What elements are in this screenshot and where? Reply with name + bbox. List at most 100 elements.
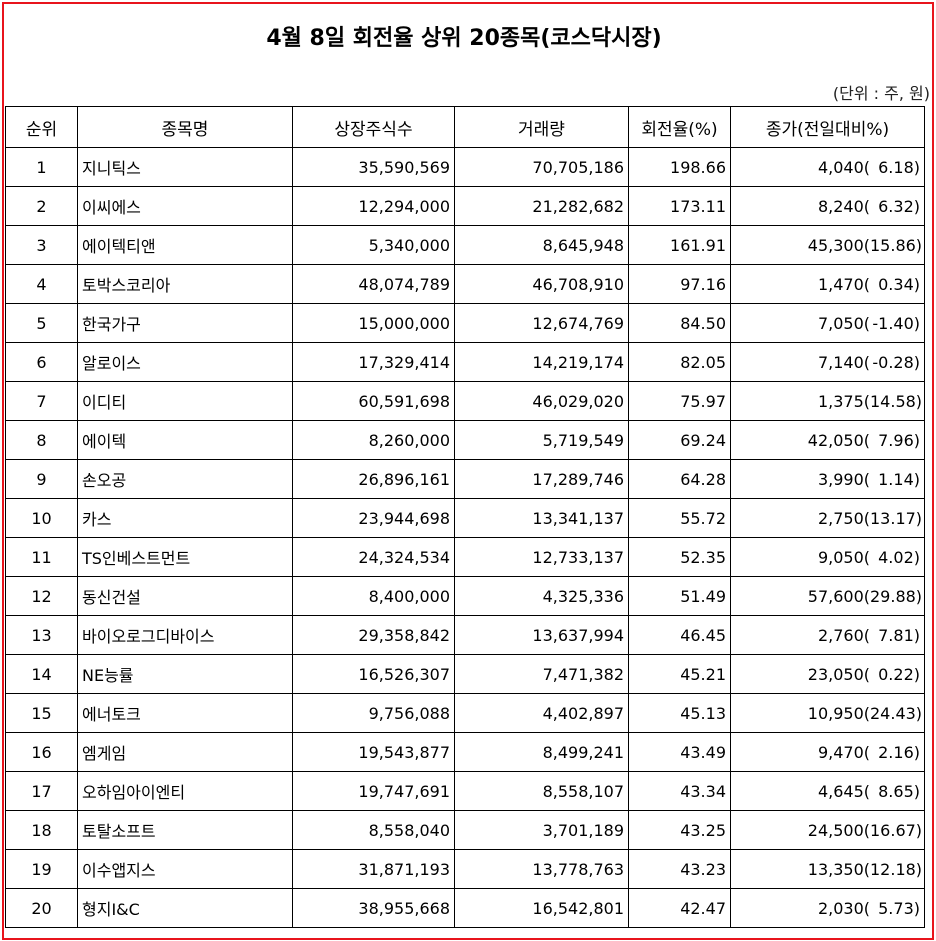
header-rank: 순위 [5,106,78,148]
volume-cell: 13,778,763 [454,849,629,889]
close-price-cell: 2,760(7.81) [730,615,925,655]
turnover-table: 순위 종목명 상장주식수 거래량 회전율(%) 종가(전일대비%) 1 지니틱스 3… [5,106,925,928]
turnover-cell: 51.49 [628,576,731,616]
close-price-value: 42,050( [807,430,870,450]
close-price-cell: 23,050(0.22) [730,654,925,694]
stock-name-cell: 알로이스 [77,342,293,382]
stock-name-cell: 에너토크 [77,693,293,733]
listed-shares-cell: 5,340,000 [292,225,455,265]
rank-cell: 13 [5,615,78,655]
rank-cell: 2 [5,186,78,226]
change-percent-value: 0.34) [878,274,920,294]
close-price-cell: 2,750(13.17) [730,498,925,538]
volume-cell: 4,325,336 [454,576,629,616]
unit-note: (단위 : 주, 원) [832,84,930,103]
table-row: 3 에이텍티앤 5,340,000 8,645,948 161.91 45,300(15.… [5,225,925,265]
listed-shares-cell: 60,591,698 [292,381,455,421]
turnover-cell: 64.28 [628,459,731,499]
table-row: 14 NE능률 16,526,307 7,471,382 45.21 23,050(0.2… [5,654,925,694]
listed-shares-cell: 48,074,789 [292,264,455,304]
close-price-cell: 13,350(12.18) [730,849,925,889]
stock-name-cell: 동신건설 [77,576,293,616]
change-percent-value: 1.14) [878,469,920,489]
table-row: 2 이씨에스 12,294,000 21,282,682 173.11 8,240(6.3… [5,186,925,226]
turnover-cell: 43.23 [628,849,731,889]
volume-cell: 13,637,994 [454,615,629,655]
table-row: 13 바이오로그디바이스 29,358,842 13,637,994 46.45 2,76… [5,615,925,655]
listed-shares-cell: 38,955,668 [292,888,455,928]
table-row: 4 토박스코리아 48,074,789 46,708,910 97.16 1,470(0.… [5,264,925,304]
table-row: 18 토탈소프트 8,558,040 3,701,189 43.25 24,500(16.… [5,810,925,850]
change-percent-value: 14.58) [870,391,923,411]
table-row: 12 동신건설 8,400,000 4,325,336 51.49 57,600(29.8… [5,576,925,616]
close-price-cell: 57,600(29.88) [730,576,925,616]
volume-cell: 17,289,746 [454,459,629,499]
close-price-cell: 24,500(16.67) [730,810,925,850]
volume-cell: 46,708,910 [454,264,629,304]
volume-cell: 12,674,769 [454,303,629,343]
close-price-value: 2,750( [817,508,870,528]
rank-cell: 16 [5,732,78,772]
turnover-cell: 198.66 [628,147,731,187]
close-price-value: 45,300( [807,235,870,255]
listed-shares-cell: 26,896,161 [292,459,455,499]
volume-cell: 3,701,189 [454,810,629,850]
volume-cell: 14,219,174 [454,342,629,382]
volume-cell: 70,705,186 [454,147,629,187]
rank-cell: 15 [5,693,78,733]
turnover-cell: 69.24 [628,420,731,460]
close-price-cell: 4,040(6.18) [730,147,925,187]
change-percent-value: 12.18) [870,859,923,879]
turnover-cell: 46.45 [628,615,731,655]
close-price-cell: 8,240(6.32) [730,186,925,226]
turnover-cell: 45.13 [628,693,731,733]
change-percent-value: 4.02) [878,547,920,567]
turnover-cell: 45.21 [628,654,731,694]
table-row: 20 형지I&C 38,955,668 16,542,801 42.47 2,030(5.… [5,888,925,928]
turnover-cell: 42.47 [628,888,731,928]
close-price-value: 57,600( [807,586,870,606]
rank-cell: 6 [5,342,78,382]
close-price-cell: 7,050(-1.40) [730,303,925,343]
header-volume: 거래량 [454,106,629,148]
table-row: 10 카스 23,944,698 13,341,137 55.72 2,750(13.17… [5,498,925,538]
close-price-cell: 10,950(24.43) [730,693,925,733]
rank-cell: 9 [5,459,78,499]
change-percent-value: 0.22) [878,664,920,684]
rank-cell: 3 [5,225,78,265]
table-header-row: 순위 종목명 상장주식수 거래량 회전율(%) 종가(전일대비%) [5,106,925,148]
stock-name-cell: NE능률 [77,654,293,694]
close-price-cell: 1,375(14.58) [730,381,925,421]
turnover-cell: 43.25 [628,810,731,850]
close-price-value: 7,050( [817,313,870,333]
turnover-cell: 55.72 [628,498,731,538]
stock-name-cell: 엠게임 [77,732,293,772]
close-price-value: 1,375( [817,391,870,411]
close-price-cell: 2,030(5.73) [730,888,925,928]
close-price-value: 3,990( [817,469,870,489]
close-price-cell: 1,470(0.34) [730,264,925,304]
change-percent-value: 16.67) [870,820,923,840]
table-row: 8 에이텍 8,260,000 5,719,549 69.24 42,050(7.96) [5,420,925,460]
turnover-cell: 97.16 [628,264,731,304]
table-row: 19 이수앱지스 31,871,193 13,778,763 43.23 13,350(1… [5,849,925,889]
close-price-value: 24,500( [807,820,870,840]
rank-cell: 11 [5,537,78,577]
listed-shares-cell: 15,000,000 [292,303,455,343]
volume-cell: 8,499,241 [454,732,629,772]
volume-cell: 16,542,801 [454,888,629,928]
turnover-cell: 43.49 [628,732,731,772]
turnover-cell: 75.97 [628,381,731,421]
rank-cell: 17 [5,771,78,811]
close-price-cell: 3,990( 1.14) [730,459,925,499]
volume-cell: 4,402,897 [454,693,629,733]
stock-name-cell: 형지I&C [77,888,293,928]
table-row: 17 오하임아이엔티 19,747,691 8,558,107 43.34 4,645(8… [5,771,925,811]
header-listed-shares: 상장주식수 [292,106,455,148]
stock-name-cell: 한국가구 [77,303,293,343]
change-percent-value: -0.28) [872,352,920,372]
volume-cell: 13,341,137 [454,498,629,538]
stock-name-cell: 오하임아이엔티 [77,771,293,811]
stock-name-cell: 이디티 [77,381,293,421]
close-price-value: 9,050( [817,547,870,567]
